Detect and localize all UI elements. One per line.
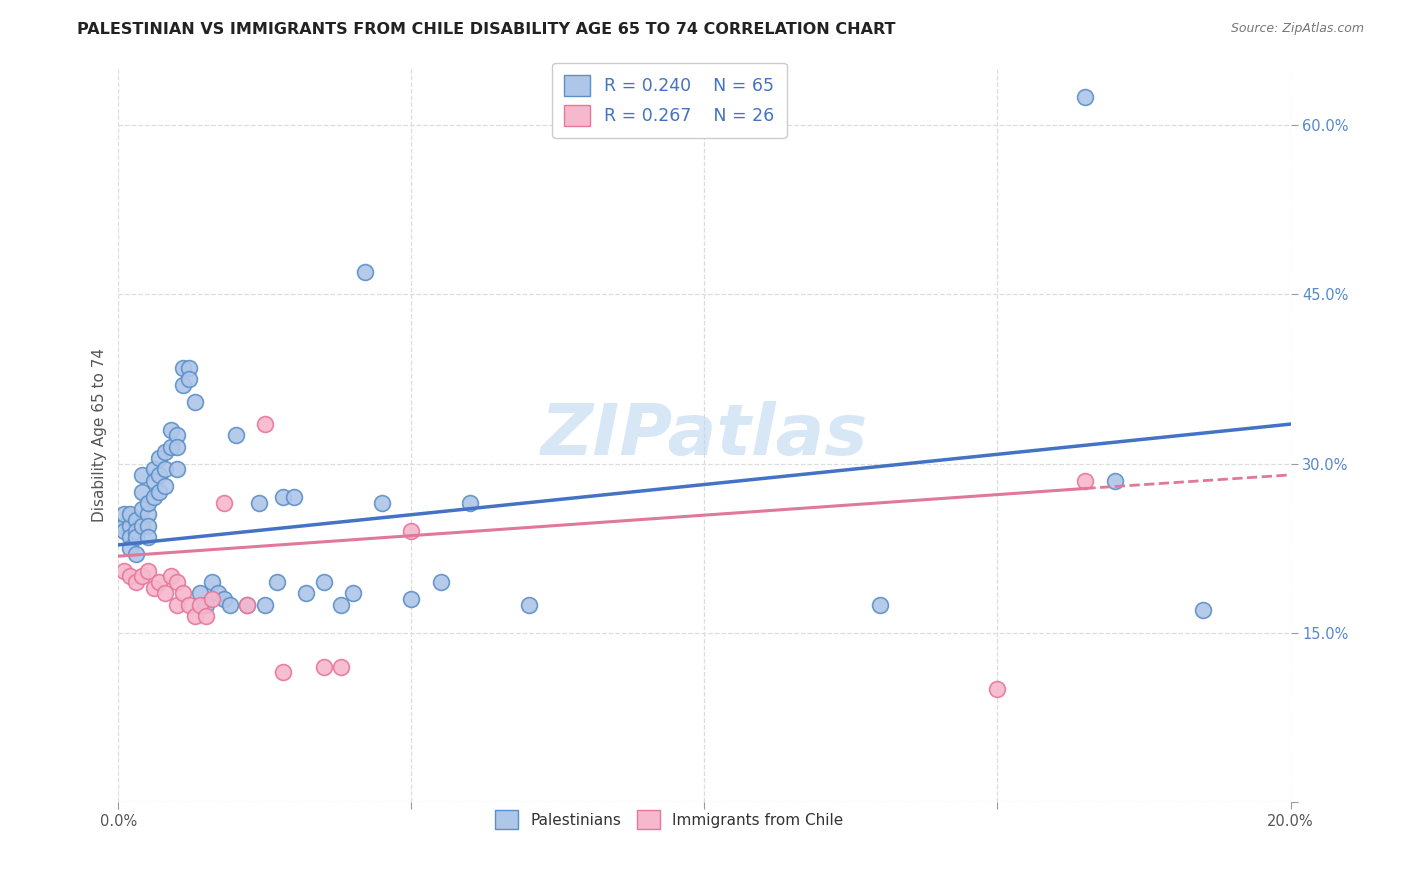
Point bbox=[112, 518, 135, 533]
Point bbox=[166, 440, 188, 454]
Point bbox=[148, 484, 170, 499]
Point bbox=[517, 598, 540, 612]
Point bbox=[112, 524, 135, 539]
Point bbox=[136, 564, 159, 578]
Point bbox=[353, 265, 375, 279]
Text: PALESTINIAN VS IMMIGRANTS FROM CHILE DISABILITY AGE 65 TO 74 CORRELATION CHART: PALESTINIAN VS IMMIGRANTS FROM CHILE DIS… bbox=[77, 22, 896, 37]
Point bbox=[155, 586, 177, 600]
Point bbox=[271, 491, 294, 505]
Point bbox=[172, 377, 194, 392]
Point bbox=[342, 586, 364, 600]
Point bbox=[212, 496, 235, 510]
Point bbox=[183, 609, 205, 624]
Point bbox=[401, 592, 423, 607]
Point bbox=[1191, 603, 1213, 617]
Point bbox=[131, 467, 153, 482]
Point bbox=[195, 598, 218, 612]
Point bbox=[195, 609, 218, 624]
Point bbox=[218, 598, 240, 612]
Point bbox=[155, 479, 177, 493]
Point bbox=[429, 575, 451, 590]
Point bbox=[131, 569, 153, 583]
Point bbox=[869, 598, 891, 612]
Point bbox=[266, 575, 288, 590]
Point bbox=[212, 592, 235, 607]
Point bbox=[136, 518, 159, 533]
Point bbox=[120, 508, 142, 522]
Point bbox=[458, 496, 481, 510]
Point bbox=[120, 569, 142, 583]
Point bbox=[136, 496, 159, 510]
Point bbox=[312, 660, 335, 674]
Point bbox=[177, 598, 200, 612]
Point bbox=[225, 428, 247, 442]
Point bbox=[253, 598, 276, 612]
Point bbox=[1074, 474, 1097, 488]
Point bbox=[295, 586, 318, 600]
Point bbox=[201, 592, 224, 607]
Point bbox=[142, 581, 165, 595]
Point bbox=[236, 598, 259, 612]
Point bbox=[401, 524, 423, 539]
Point bbox=[236, 598, 259, 612]
Point bbox=[112, 564, 135, 578]
Point bbox=[125, 524, 148, 539]
Point bbox=[986, 682, 1008, 697]
Point bbox=[166, 575, 188, 590]
Point bbox=[148, 450, 170, 465]
Point bbox=[166, 428, 188, 442]
Y-axis label: Disability Age 65 to 74: Disability Age 65 to 74 bbox=[93, 349, 107, 523]
Point bbox=[155, 462, 177, 476]
Point bbox=[177, 360, 200, 375]
Point bbox=[148, 467, 170, 482]
Point bbox=[166, 598, 188, 612]
Point bbox=[166, 462, 188, 476]
Point bbox=[330, 598, 353, 612]
Point bbox=[131, 484, 153, 499]
Point bbox=[201, 575, 224, 590]
Point bbox=[142, 462, 165, 476]
Text: ZIPatlas: ZIPatlas bbox=[541, 401, 868, 470]
Point bbox=[172, 360, 194, 375]
Point bbox=[371, 496, 394, 510]
Point bbox=[125, 575, 148, 590]
Point bbox=[125, 513, 148, 527]
Point bbox=[112, 508, 135, 522]
Point bbox=[142, 474, 165, 488]
Point bbox=[253, 417, 276, 431]
Point bbox=[120, 530, 142, 544]
Point bbox=[271, 665, 294, 680]
Point bbox=[148, 575, 170, 590]
Point bbox=[190, 586, 212, 600]
Point bbox=[131, 501, 153, 516]
Point bbox=[330, 660, 353, 674]
Point bbox=[125, 530, 148, 544]
Point bbox=[136, 530, 159, 544]
Point bbox=[283, 491, 305, 505]
Point bbox=[1074, 89, 1097, 103]
Point bbox=[160, 440, 183, 454]
Point bbox=[190, 598, 212, 612]
Point bbox=[247, 496, 270, 510]
Point bbox=[131, 518, 153, 533]
Legend: Palestinians, Immigrants from Chile: Palestinians, Immigrants from Chile bbox=[489, 804, 849, 835]
Point bbox=[136, 508, 159, 522]
Point bbox=[1104, 474, 1126, 488]
Text: Source: ZipAtlas.com: Source: ZipAtlas.com bbox=[1230, 22, 1364, 36]
Point bbox=[155, 445, 177, 459]
Point bbox=[160, 423, 183, 437]
Point bbox=[207, 586, 229, 600]
Point bbox=[312, 575, 335, 590]
Point bbox=[160, 569, 183, 583]
Point bbox=[142, 491, 165, 505]
Point bbox=[125, 547, 148, 561]
Point bbox=[177, 372, 200, 386]
Point bbox=[183, 394, 205, 409]
Point bbox=[172, 586, 194, 600]
Point bbox=[120, 541, 142, 556]
Point bbox=[120, 518, 142, 533]
